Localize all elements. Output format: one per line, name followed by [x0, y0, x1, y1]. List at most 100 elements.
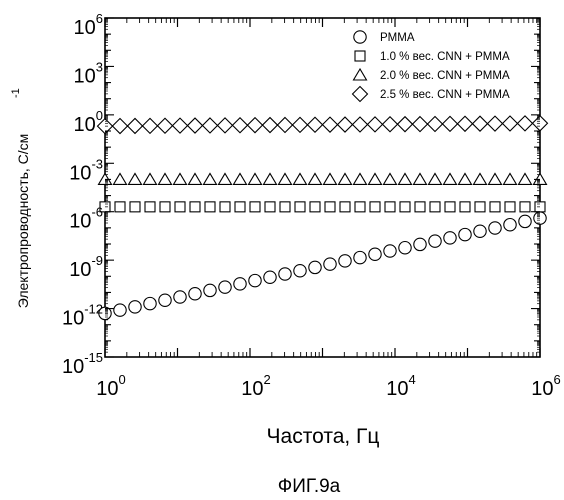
y-axis-label: Электропроводность, С/см -1 — [10, 88, 31, 308]
y-axis-title: Электропроводность, С/см — [15, 134, 31, 309]
x-axis-title: Частота, Гц — [267, 425, 380, 448]
series-layer — [98, 116, 548, 320]
data-point-triangle — [459, 173, 472, 184]
data-point-square — [385, 202, 395, 212]
legend-item: 2.0 % вес. CNN + PMMA — [354, 69, 510, 82]
data-point-diamond — [128, 118, 143, 133]
y-tick-label: 100 — [74, 108, 103, 136]
data-point-square — [490, 202, 500, 212]
y-tick-label: 10-6 — [69, 205, 103, 233]
data-point-square — [340, 202, 350, 212]
data-point-circle — [339, 255, 351, 267]
data-point-diamond — [218, 118, 233, 133]
data-point-square — [370, 202, 380, 212]
plot-layer — [105, 18, 540, 357]
data-point-diamond — [143, 118, 158, 133]
data-point-circle — [324, 258, 336, 270]
data-point-diamond — [233, 118, 248, 133]
data-point-square — [130, 202, 140, 212]
data-point-diamond — [383, 117, 398, 132]
data-point-square — [250, 202, 260, 212]
data-point-square — [475, 202, 485, 212]
data-point-triangle — [414, 173, 427, 184]
data-point-circle — [414, 238, 426, 250]
data-point-triangle — [249, 173, 262, 184]
data-point-diamond — [518, 116, 533, 131]
data-point-square — [505, 202, 515, 212]
data-point-square — [430, 202, 440, 212]
data-point-diamond — [158, 118, 173, 133]
plot-frame — [105, 18, 540, 357]
legend-item: 2.5 % вес. CNN + PMMA — [353, 87, 510, 102]
figure-caption: ФИГ.9а — [278, 476, 341, 497]
data-point-diamond — [338, 117, 353, 132]
x-tick-label: 104 — [386, 372, 415, 400]
data-point-square — [400, 202, 410, 212]
data-point-diamond — [398, 117, 413, 132]
data-point-square — [115, 202, 125, 212]
data-point-triangle — [429, 173, 442, 184]
legend-item: 1.0 % вес. CNN + PMMA — [355, 51, 510, 63]
data-point-triangle — [189, 173, 202, 184]
data-point-triangle — [129, 173, 142, 184]
data-point-square — [355, 202, 365, 212]
data-point-diamond — [368, 117, 383, 132]
data-point-circle — [204, 284, 216, 296]
data-point-diamond — [263, 118, 278, 133]
data-point-diamond — [503, 116, 518, 131]
data-point-square — [190, 202, 200, 212]
data-point-circle — [144, 297, 156, 309]
data-point-diamond — [248, 118, 263, 133]
data-point-circle — [429, 235, 441, 247]
data-point-square — [160, 202, 170, 212]
data-point-triangle — [504, 173, 517, 184]
data-point-square — [265, 202, 275, 212]
legend-symbol-circle — [354, 31, 366, 43]
series-square — [100, 202, 545, 212]
data-point-square — [280, 202, 290, 212]
data-point-circle — [264, 271, 276, 283]
data-point-circle — [444, 232, 456, 244]
data-point-diamond — [203, 118, 218, 133]
data-point-triangle — [204, 173, 217, 184]
data-point-diamond — [308, 117, 323, 132]
series-diamond — [98, 116, 548, 134]
legend: PMMA 1.0 % вес. CNN + PMMA 2.0 % вес. CNN … — [353, 31, 510, 102]
legend-label: 2.0 % вес. CNN + PMMA — [380, 70, 510, 82]
data-point-diamond — [458, 116, 473, 131]
data-point-diamond — [488, 116, 503, 131]
series-circle — [99, 212, 546, 320]
data-point-square — [415, 202, 425, 212]
data-point-circle — [159, 294, 171, 306]
data-point-square — [325, 202, 335, 212]
data-point-circle — [354, 251, 366, 263]
data-point-circle — [459, 228, 471, 240]
legend-symbol-square — [355, 51, 365, 61]
data-point-circle — [399, 242, 411, 254]
y-tick-label: 10-12 — [62, 302, 103, 330]
data-point-triangle — [114, 173, 127, 184]
data-point-diamond — [413, 117, 428, 132]
data-point-circle — [384, 245, 396, 257]
data-point-circle — [489, 222, 501, 234]
data-point-square — [445, 202, 455, 212]
legend-label: PMMA — [380, 32, 415, 44]
y-tick-label: 106 — [74, 11, 103, 39]
data-point-circle — [114, 304, 126, 316]
data-point-square — [520, 202, 530, 212]
data-point-triangle — [174, 173, 187, 184]
data-point-triangle — [234, 173, 247, 184]
data-point-diamond — [323, 117, 338, 132]
data-point-diamond — [353, 117, 368, 132]
data-point-diamond — [293, 117, 308, 132]
data-point-circle — [474, 225, 486, 237]
data-point-circle — [519, 215, 531, 227]
data-point-diamond — [443, 116, 458, 131]
x-tick-label: 106 — [531, 372, 560, 400]
y-axis-title-exponent: -1 — [10, 88, 22, 98]
data-point-triangle — [354, 173, 367, 184]
data-point-diamond — [428, 116, 443, 131]
data-point-triangle — [219, 173, 232, 184]
data-point-circle — [309, 261, 321, 273]
